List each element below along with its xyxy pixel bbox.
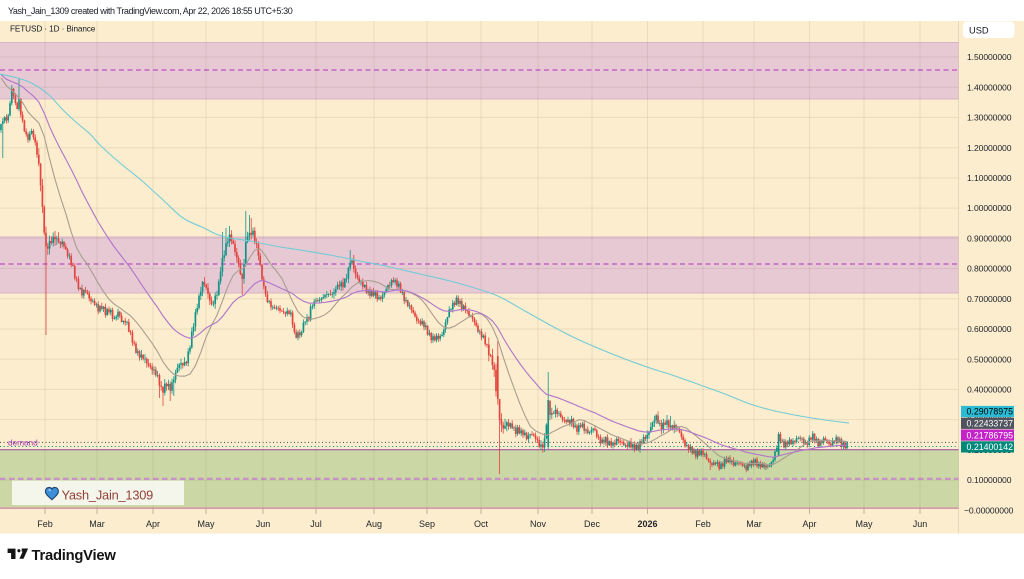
svg-text:0.50000000: 0.50000000	[967, 354, 1012, 364]
svg-text:May: May	[197, 519, 215, 529]
svg-text:Apr: Apr	[802, 519, 816, 529]
svg-text:0.80000000: 0.80000000	[967, 264, 1012, 274]
svg-text:Oct: Oct	[474, 519, 489, 529]
svg-text:0.29078975: 0.29078975	[967, 407, 1014, 417]
svg-text:Aug: Aug	[366, 519, 382, 529]
svg-text:0.21400142: 0.21400142	[967, 442, 1014, 452]
svg-text:Mar: Mar	[89, 519, 105, 529]
svg-text:Apr: Apr	[146, 519, 160, 529]
svg-text:1.50000000: 1.50000000	[967, 52, 1012, 62]
svg-text:0.10000000: 0.10000000	[967, 475, 1012, 485]
svg-text:Mar: Mar	[746, 519, 762, 529]
svg-text:0.70000000: 0.70000000	[967, 294, 1012, 304]
svg-text:1.10000000: 1.10000000	[967, 173, 1012, 183]
svg-text:0.90000000: 0.90000000	[967, 233, 1012, 243]
svg-text:USD: USD	[969, 25, 989, 35]
svg-text:Yash_Jain_1309: Yash_Jain_1309	[62, 488, 154, 503]
svg-text:−0.00000000: −0.00000000	[964, 505, 1014, 515]
svg-text:Feb: Feb	[37, 519, 53, 529]
svg-text:FETUSD · 1D · Binance: FETUSD · 1D · Binance	[10, 25, 96, 34]
svg-text:Dec: Dec	[584, 519, 601, 529]
svg-text:0.21786795: 0.21786795	[967, 430, 1014, 440]
svg-text:Jun: Jun	[913, 519, 928, 529]
svg-text:Sep: Sep	[419, 519, 435, 529]
svg-text:TradingView: TradingView	[32, 548, 117, 564]
svg-text:2026: 2026	[637, 519, 657, 529]
svg-text:Jun: Jun	[256, 519, 271, 529]
svg-text:0.40000000: 0.40000000	[967, 385, 1012, 395]
svg-text:1.40000000: 1.40000000	[967, 82, 1012, 92]
svg-text:0.60000000: 0.60000000	[967, 324, 1012, 334]
svg-text:Nov: Nov	[530, 519, 547, 529]
svg-text:Jul: Jul	[310, 519, 322, 529]
svg-text:demand: demand	[8, 437, 38, 447]
svg-text:0.22433737: 0.22433737	[967, 419, 1014, 429]
svg-text:Feb: Feb	[695, 519, 711, 529]
svg-text:Yash_Jain_1309 created with Tr: Yash_Jain_1309 created with TradingView.…	[8, 6, 293, 16]
svg-text:1.20000000: 1.20000000	[967, 143, 1012, 153]
svg-text:1.00000000: 1.00000000	[967, 203, 1012, 213]
svg-text:1.30000000: 1.30000000	[967, 113, 1012, 123]
svg-text:May: May	[855, 519, 873, 529]
